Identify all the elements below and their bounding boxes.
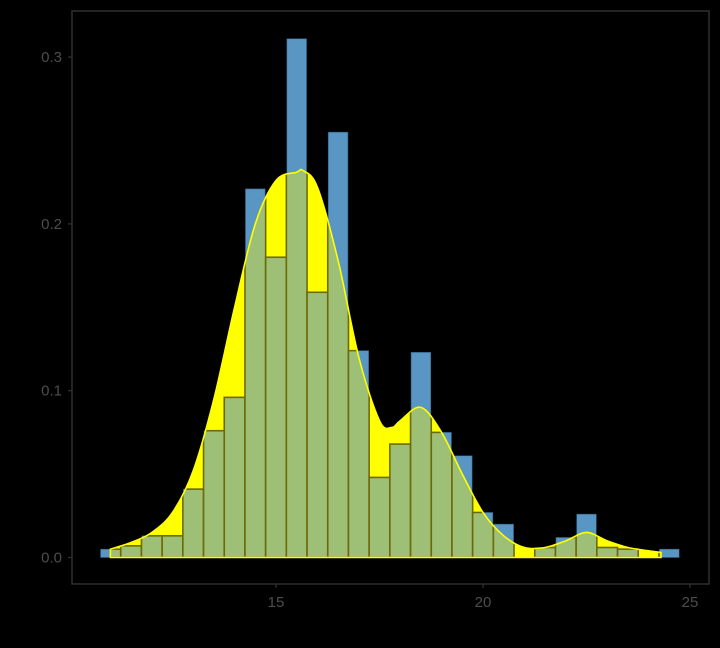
histogram-bar-overlap xyxy=(119,545,143,558)
x-tick-label: 20 xyxy=(475,594,492,611)
histogram-bar-overlap xyxy=(658,548,662,558)
y-tick-label: 0.3 xyxy=(41,49,62,66)
x-axis: 15 20 25 xyxy=(268,584,699,611)
histogram-bar-overlap xyxy=(140,535,163,558)
x-tick-label: 25 xyxy=(682,594,699,611)
x-tick-label: 15 xyxy=(268,594,285,611)
histogram-bar xyxy=(659,548,680,558)
histogram-bar-overlap xyxy=(306,291,329,558)
histogram-bar-overlap xyxy=(182,488,205,558)
y-tick-label: 0.1 xyxy=(41,383,62,400)
y-tick-label: 0.2 xyxy=(41,216,62,233)
histogram-bar-overlap xyxy=(616,548,640,558)
histogram-bar-overlap xyxy=(202,429,226,558)
histogram-bar-overlap xyxy=(223,396,246,558)
histogram-bar-overlap xyxy=(161,535,184,558)
histogram-bar-overlap xyxy=(264,256,288,558)
y-axis: 0.0 0.1 0.2 0.3 xyxy=(41,49,72,567)
density-curve xyxy=(109,168,662,559)
panel-border xyxy=(71,10,710,585)
histogram-bar-overlap xyxy=(368,476,391,558)
histogram-bar-overlap xyxy=(430,431,453,558)
y-tick-label: 0.0 xyxy=(41,550,62,567)
histogram-bar-overlap xyxy=(596,546,619,558)
histogram-bar-overlap xyxy=(389,443,412,558)
